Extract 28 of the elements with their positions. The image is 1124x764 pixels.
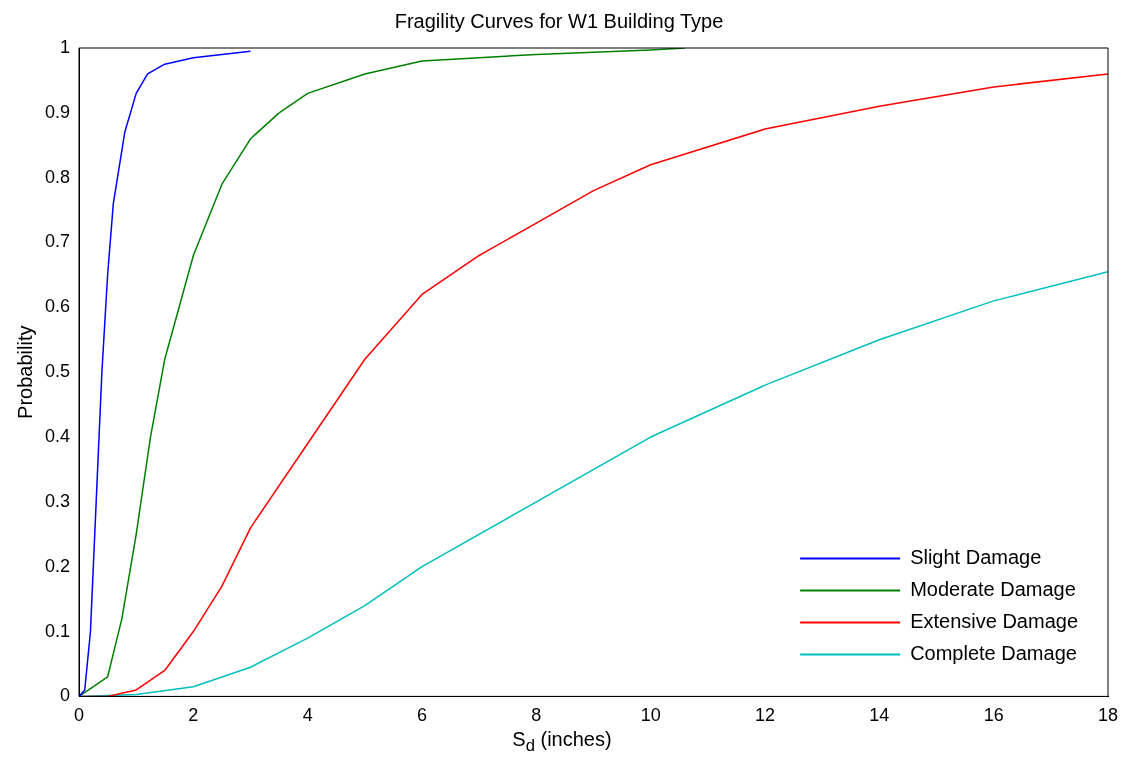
legend-label: Complete Damage [910, 641, 1077, 664]
y-tick-label: 0.9 [44, 101, 71, 122]
x-tick-label: 6 [417, 705, 428, 726]
x-tick-label: 0 [74, 705, 85, 726]
x-axis-title: S$_{d}$ (inches) [511, 728, 613, 756]
y-tick-label: 0.4 [44, 426, 71, 447]
chart-title: Fragility Curves for W1 Building Type [394, 9, 724, 32]
x-tick-label: 4 [302, 705, 313, 726]
x-tick-label: 18 [1097, 705, 1119, 726]
y-tick-label: 0.2 [44, 555, 71, 576]
legend-label: Moderate Damage [910, 577, 1076, 600]
y-tick-label: 0.5 [44, 361, 71, 382]
x-tick-label: 14 [869, 705, 890, 726]
x-tick-label: 16 [983, 705, 1004, 726]
y-axis-title: Probability [13, 325, 36, 419]
legend-label: Slight Damage [910, 545, 1042, 568]
y-tick-label: 0.6 [44, 296, 71, 317]
y-tick-label: 0.1 [44, 620, 71, 641]
y-tick-label: 1 [60, 36, 71, 57]
y-tick-label: 0.7 [44, 231, 71, 252]
x-tick-label: 2 [188, 705, 199, 726]
x-tick-label: 8 [531, 705, 542, 726]
y-tick-label: 0 [60, 685, 71, 706]
x-tick-label: 10 [640, 705, 661, 726]
legend-label: Extensive Damage [910, 609, 1079, 632]
y-tick-label: 0.8 [44, 166, 71, 187]
x-tick-label: 12 [754, 705, 776, 726]
y-tick-label: 0.3 [44, 490, 71, 511]
